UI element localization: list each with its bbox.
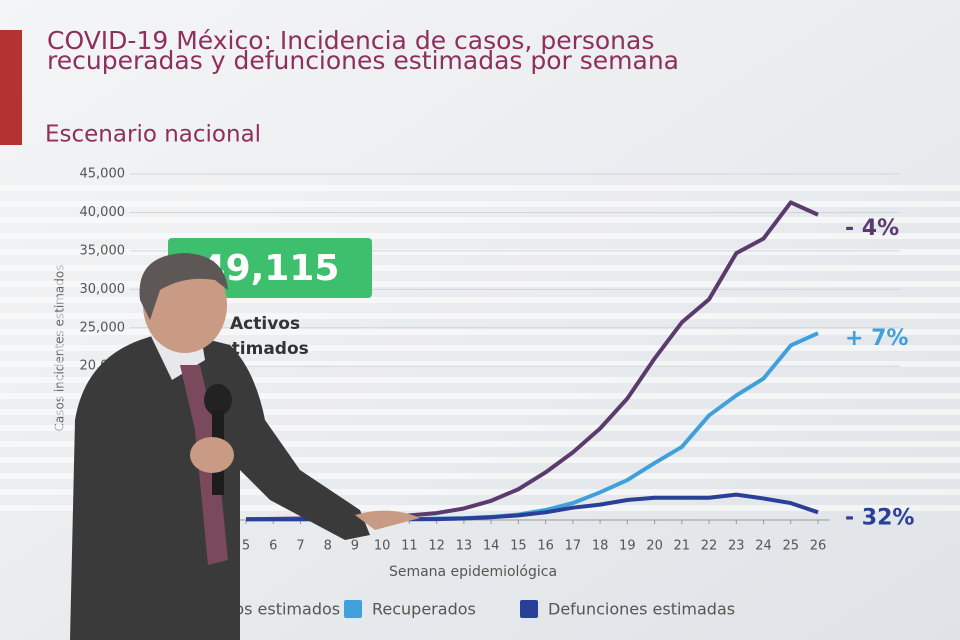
x-tick-label: 11 (401, 539, 418, 554)
x-tick-label: 15 (510, 539, 527, 554)
accent-bar (0, 30, 22, 145)
x-tick-label: 5 (242, 539, 250, 554)
screen-stripe (0, 313, 960, 319)
screen-stripe (0, 345, 960, 351)
x-tick-label: 8 (324, 539, 332, 554)
screen-stripe (0, 217, 960, 223)
chart-title: COVID-19 México: Incidencia de casos, pe… (47, 26, 654, 55)
x-tick-label: 19 (619, 539, 636, 554)
x-axis-label: Semana epidemiológica (389, 564, 557, 580)
screen-stripe (0, 489, 960, 495)
x-tick-label: 22 (701, 539, 718, 554)
y-tick-label: 35,000 (80, 243, 126, 258)
x-tick-label: 21 (674, 539, 691, 554)
x-tick-label: 24 (755, 539, 772, 554)
screen-stripe (0, 377, 960, 383)
chart-subtitle: Escenario nacional (45, 122, 261, 148)
y-tick-label: 40,000 (80, 205, 126, 220)
chart-title: recuperadas y defunciones estimadas por … (47, 46, 679, 75)
x-tick-label: 26 (810, 539, 827, 554)
x-tick-label: 18 (592, 539, 609, 554)
callout-label: Activos (230, 314, 300, 334)
screen-stripe (0, 201, 960, 207)
legend-label: Recuperados (372, 600, 476, 619)
screen-stripe (0, 185, 960, 191)
x-tick-label: 16 (537, 539, 554, 554)
annotation: + 7% (845, 326, 908, 351)
x-tick-label: 25 (782, 539, 799, 554)
legend-swatch (520, 600, 538, 618)
y-tick-label: 25,000 (80, 320, 126, 335)
screen-stripe (0, 249, 960, 255)
x-tick-label: 6 (269, 539, 277, 554)
x-tick-label: 12 (428, 539, 445, 554)
screen-stripe (0, 361, 960, 367)
x-tick-label: 10 (374, 539, 391, 554)
annotation: - 32% (845, 505, 914, 530)
x-tick-label: 9 (351, 539, 359, 554)
screen-stripe (0, 441, 960, 447)
annotation: - 4% (845, 216, 899, 241)
legend-swatch (344, 600, 362, 618)
x-tick-label: 23 (728, 539, 745, 554)
screen-stripe (0, 457, 960, 463)
screen-stripe (0, 409, 960, 415)
y-tick-label: 30,000 (80, 282, 126, 297)
y-tick-label: 45,000 (80, 167, 126, 182)
legend-label: Defunciones estimadas (548, 600, 735, 619)
screen-stripe (0, 473, 960, 479)
screen-stripe (0, 425, 960, 431)
x-tick-label: 20 (646, 539, 663, 554)
screen-stripe (0, 505, 960, 511)
x-tick-label: 17 (565, 539, 582, 554)
x-tick-label: 14 (483, 539, 500, 554)
person (70, 253, 420, 640)
screen-stripe (0, 233, 960, 239)
screen-stripe (0, 281, 960, 287)
screen-stripe (0, 329, 960, 335)
screen-stripe (0, 297, 960, 303)
x-tick-label: 7 (296, 539, 304, 554)
legend: Casos estimados Recuperados Defunciones es… (177, 600, 735, 619)
screen-stripe (0, 265, 960, 271)
screen-stripe (0, 393, 960, 399)
x-tick-label: 13 (456, 539, 473, 554)
